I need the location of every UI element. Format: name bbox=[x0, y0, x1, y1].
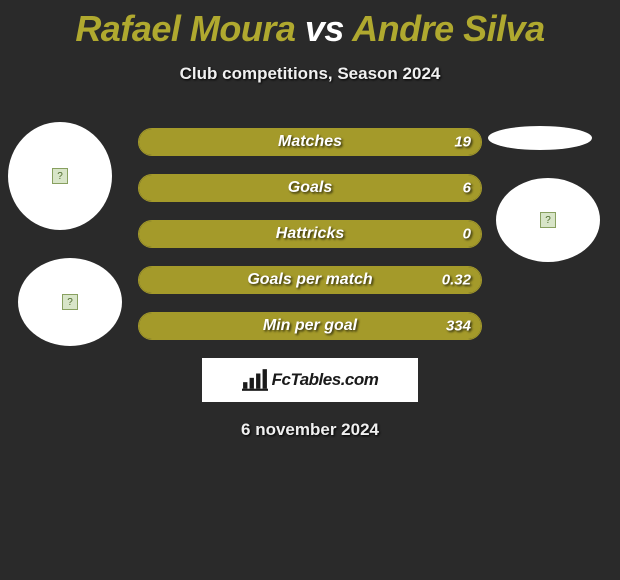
footer-brand-text: FcTables.com bbox=[272, 370, 379, 390]
stat-row-matches: Matches 19 bbox=[138, 128, 482, 156]
footer-brand-box: FcTables.com bbox=[202, 358, 418, 402]
stat-label: Goals bbox=[288, 179, 332, 197]
image-placeholder-icon: ? bbox=[62, 294, 78, 310]
comparison-title: Rafael Moura vs Andre Silva bbox=[0, 0, 620, 50]
stat-row-goals: Goals 6 bbox=[138, 174, 482, 202]
player-avatar-1: ? bbox=[8, 122, 112, 230]
image-placeholder-icon: ? bbox=[52, 168, 68, 184]
stat-label: Hattricks bbox=[276, 225, 344, 243]
player-avatar-2: ? bbox=[18, 258, 122, 346]
player-avatar-3: ? bbox=[496, 178, 600, 262]
stat-label: Goals per match bbox=[247, 271, 372, 289]
stats-container: Matches 19 Goals 6 Hattricks 0 Goals per… bbox=[138, 128, 482, 340]
decorative-ellipse bbox=[488, 126, 592, 150]
stat-row-goals-per-match: Goals per match 0.32 bbox=[138, 266, 482, 294]
image-placeholder-icon: ? bbox=[540, 212, 556, 228]
subtitle: Club competitions, Season 2024 bbox=[0, 64, 620, 84]
stat-value-right: 0.32 bbox=[442, 272, 471, 289]
stat-label: Matches bbox=[278, 133, 342, 151]
stat-value-right: 334 bbox=[446, 318, 471, 335]
bar-chart-icon bbox=[242, 369, 268, 391]
title-vs: vs bbox=[305, 8, 344, 49]
player1-name: Rafael Moura bbox=[75, 8, 295, 49]
stat-label: Min per goal bbox=[263, 317, 357, 335]
player2-name: Andre Silva bbox=[352, 8, 545, 49]
stat-row-min-per-goal: Min per goal 334 bbox=[138, 312, 482, 340]
stat-value-right: 19 bbox=[454, 134, 471, 151]
stat-value-right: 6 bbox=[463, 180, 471, 197]
stat-row-hattricks: Hattricks 0 bbox=[138, 220, 482, 248]
stat-value-right: 0 bbox=[463, 226, 471, 243]
date-text: 6 november 2024 bbox=[0, 420, 620, 440]
